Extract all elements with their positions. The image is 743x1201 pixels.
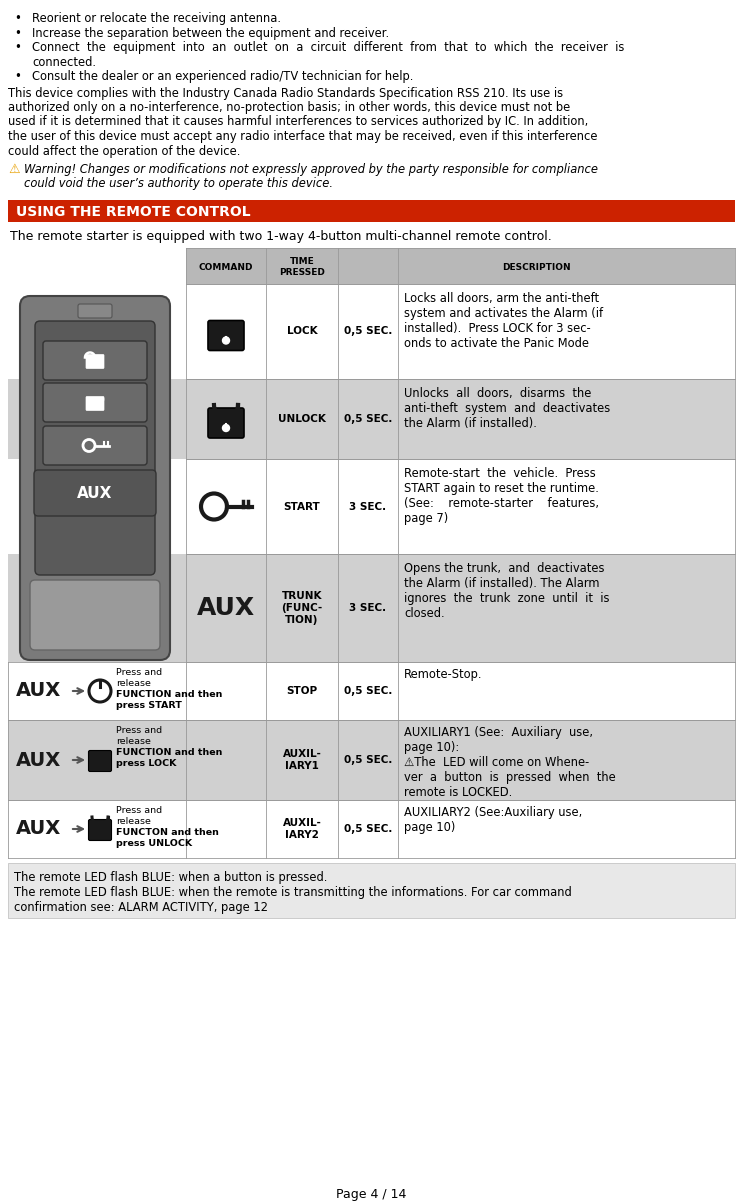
Text: 0,5 SEC.: 0,5 SEC. — [344, 686, 392, 697]
Text: AUX: AUX — [16, 751, 61, 770]
Text: AUX: AUX — [197, 596, 255, 620]
Text: Remote-start  the  vehicle.  Press
START again to reset the runtime.
(See:    re: Remote-start the vehicle. Press START ag… — [404, 467, 599, 525]
Text: Consult the dealer or an experienced radio/TV technician for help.: Consult the dealer or an experienced rad… — [32, 70, 413, 83]
Text: AUX: AUX — [16, 681, 61, 700]
Text: confirmation see: ALARM ACTIVITY, page 12: confirmation see: ALARM ACTIVITY, page 1… — [14, 901, 268, 914]
Text: authorized only on a no-interference, no-protection basis; in other words, this : authorized only on a no-interference, no… — [8, 101, 570, 114]
Text: •: • — [14, 12, 21, 25]
Text: Opens the trunk,  and  deactivates
the Alarm (if installed). The Alarm
ignores  : Opens the trunk, and deactivates the Ala… — [404, 562, 609, 620]
Bar — [186, 283, 735, 380]
Bar — [186, 554, 735, 662]
Text: Locks all doors, arm the anti-theft
system and activates the Alarm (if
installed: Locks all doors, arm the anti-theft syst… — [404, 292, 603, 349]
Text: 3 SEC.: 3 SEC. — [349, 603, 386, 613]
Text: Press and: Press and — [116, 668, 162, 677]
Text: 0,5 SEC.: 0,5 SEC. — [344, 755, 392, 765]
Text: AUX: AUX — [16, 819, 61, 838]
FancyBboxPatch shape — [30, 580, 160, 650]
Bar — [8, 554, 186, 662]
FancyBboxPatch shape — [88, 819, 111, 841]
Text: DESCRIPTION: DESCRIPTION — [502, 263, 571, 271]
Text: The remote starter is equipped with two 1-way 4-button multi-channel remote cont: The remote starter is equipped with two … — [10, 231, 552, 243]
FancyBboxPatch shape — [43, 383, 147, 422]
Text: TRUNK
(FUNC-
TION): TRUNK (FUNC- TION) — [282, 591, 322, 625]
Text: The remote LED flash BLUE: when the remote is transmitting the informations. For: The remote LED flash BLUE: when the remo… — [14, 886, 572, 900]
Text: This device complies with the Industry Canada Radio Standards Specification RSS : This device complies with the Industry C… — [8, 86, 563, 100]
Text: Press and: Press and — [116, 725, 162, 735]
Text: release: release — [116, 679, 151, 688]
Bar — [8, 721, 735, 800]
Text: STOP: STOP — [287, 686, 317, 697]
Bar — [8, 201, 735, 222]
Bar — [8, 864, 735, 918]
FancyBboxPatch shape — [86, 354, 104, 369]
Text: 3 SEC.: 3 SEC. — [349, 502, 386, 512]
Text: Press and: Press and — [116, 806, 162, 815]
Text: Increase the separation between the equipment and receiver.: Increase the separation between the equi… — [32, 26, 389, 40]
Text: Page 4 / 14: Page 4 / 14 — [337, 1188, 406, 1201]
Text: Remote-Stop.: Remote-Stop. — [404, 668, 482, 681]
Text: AUXILIARY2 (See:Auxiliary use,
page 10): AUXILIARY2 (See:Auxiliary use, page 10) — [404, 806, 583, 833]
Bar — [8, 283, 186, 380]
Text: •: • — [14, 26, 21, 40]
Text: UNLOCK: UNLOCK — [278, 414, 326, 424]
Text: AUXIL-
IARY1: AUXIL- IARY1 — [282, 749, 322, 771]
Text: used if it is determined that it causes harmful interferences to services author: used if it is determined that it causes … — [8, 115, 588, 129]
FancyBboxPatch shape — [86, 396, 104, 411]
FancyBboxPatch shape — [20, 295, 170, 661]
Text: the user of this device must accept any radio interface that may be received, ev: the user of this device must accept any … — [8, 130, 597, 143]
FancyBboxPatch shape — [34, 470, 156, 516]
FancyBboxPatch shape — [208, 321, 244, 351]
Text: COMMAND: COMMAND — [198, 263, 253, 271]
Text: LOCK: LOCK — [287, 327, 317, 336]
Text: could void the user’s authority to operate this device.: could void the user’s authority to opera… — [24, 178, 333, 191]
FancyBboxPatch shape — [208, 408, 244, 438]
Text: press START: press START — [116, 701, 182, 710]
Text: release: release — [116, 737, 151, 746]
Text: 0,5 SEC.: 0,5 SEC. — [344, 824, 392, 833]
Text: Warning! Changes or modifications not expressly approved by the party responsibl: Warning! Changes or modifications not ex… — [24, 163, 598, 177]
Text: press LOCK: press LOCK — [116, 759, 176, 767]
Bar — [8, 800, 735, 858]
Text: •: • — [14, 70, 21, 83]
Bar — [186, 380, 735, 459]
Text: FUNCTON and then: FUNCTON and then — [116, 827, 219, 837]
Text: connected.: connected. — [32, 55, 96, 68]
Circle shape — [222, 424, 230, 431]
Text: FUNCTION and then: FUNCTION and then — [116, 748, 222, 757]
Bar — [8, 662, 735, 721]
Text: AUX: AUX — [77, 486, 113, 502]
Text: AUXILIARY1 (See:  Auxiliary  use,
page 10):
⚠The  LED will come on Whene-
ver  a: AUXILIARY1 (See: Auxiliary use, page 10)… — [404, 725, 616, 799]
Bar — [186, 247, 735, 283]
Bar — [186, 459, 735, 554]
Text: Reorient or relocate the receiving antenna.: Reorient or relocate the receiving anten… — [32, 12, 281, 25]
Text: •: • — [14, 41, 21, 54]
Text: release: release — [116, 817, 151, 826]
FancyBboxPatch shape — [88, 751, 111, 771]
Text: 0,5 SEC.: 0,5 SEC. — [344, 327, 392, 336]
Text: The remote LED flash BLUE: when a button is pressed.: The remote LED flash BLUE: when a button… — [14, 871, 328, 884]
Text: could affect the operation of the device.: could affect the operation of the device… — [8, 144, 241, 157]
Text: ⚠: ⚠ — [8, 163, 19, 177]
Text: Connect  the  equipment  into  an  outlet  on  a  circuit  different  from  that: Connect the equipment into an outlet on … — [32, 41, 624, 54]
Bar — [8, 459, 186, 554]
FancyBboxPatch shape — [43, 426, 147, 465]
Text: press UNLOCK: press UNLOCK — [116, 839, 192, 848]
FancyBboxPatch shape — [43, 341, 147, 380]
Text: FUNCTION and then: FUNCTION and then — [116, 691, 222, 699]
FancyBboxPatch shape — [35, 321, 155, 575]
Text: 0,5 SEC.: 0,5 SEC. — [344, 414, 392, 424]
FancyBboxPatch shape — [78, 304, 112, 318]
Bar — [8, 380, 186, 459]
Text: USING THE REMOTE CONTROL: USING THE REMOTE CONTROL — [16, 205, 250, 219]
Text: TIME
PRESSED: TIME PRESSED — [279, 257, 325, 277]
Text: START: START — [284, 502, 320, 512]
Text: AUXIL-
IARY2: AUXIL- IARY2 — [282, 818, 322, 839]
Text: Unlocks  all  doors,  disarms  the
anti-theft  system  and  deactivates
the Alar: Unlocks all doors, disarms the anti-thef… — [404, 387, 610, 430]
Circle shape — [222, 337, 230, 343]
